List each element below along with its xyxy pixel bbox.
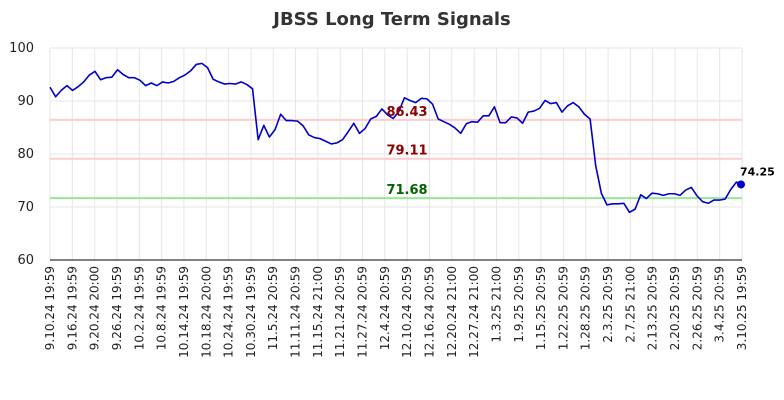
y-tick-label: 100 [9,41,34,56]
last-price-label: 74.25 [740,165,775,178]
x-tick-label: 11.15.24 21:00 [311,266,325,358]
y-tick-label: 60 [17,253,34,268]
x-tick-label: 9.26.24 19:59 [110,266,124,350]
x-tick-label: 1.3.25 21:00 [489,266,503,343]
x-tick-label: 10.14.24 19:59 [177,266,191,358]
y-tick-label: 90 [17,94,34,109]
x-tick-label: 2.7.25 21:00 [623,266,637,343]
x-tick-label: 1.22.25 20:59 [556,266,570,350]
series-layer [49,62,745,214]
axes: 60 70 80 90 100 9.10.24 19:59 9.16.24 19:59 9.2… [9,41,749,358]
x-tick-label: 11.27.24 20:59 [356,266,370,358]
x-tick-label: 2.26.25 20:59 [690,266,704,350]
signal-lines [50,118,742,200]
x-tick-label: 9.16.24 19:59 [65,266,79,350]
x-tick-label: 10.30.24 19:59 [244,266,258,358]
x-tick-label: 11.11.24 20:59 [289,266,303,358]
x-tick-label: 12.4.24 20:59 [378,266,392,350]
x-tick-label: 2.3.25 20:59 [601,266,615,343]
labels: 86.43 79.11 71.68 74.25 [386,105,774,198]
x-tick-label: 12.27.24 21:00 [467,266,481,358]
x-tick-label: 10.18.24 20:00 [199,266,213,358]
x-tick-label: 12.16.24 20:59 [422,266,436,358]
last-price-marker [737,180,745,189]
x-tick-label: 10.2.24 19:59 [132,266,146,350]
grid [49,47,743,261]
x-tick-label: 12.10.24 20:59 [400,266,414,358]
x-tick-label: 1.28.25 20:59 [579,266,593,350]
x-tick-label: 2.20.25 20:59 [668,266,682,350]
x-tick-label: 3.4.25 20:59 [713,266,727,343]
x-tick-label: 3.10.25 19:59 [735,266,749,350]
x-tick-label: 1.15.25 20:59 [534,266,548,350]
x-tick-label: 12.20.24 21:00 [445,266,459,358]
x-tick-label: 9.10.24 19:59 [43,266,57,350]
y-tick-label: 70 [17,200,34,215]
chart-title: JBSS Long Term Signals [271,9,510,30]
signal-line-label: 79.11 [386,144,427,159]
x-tick-label: 10.8.24 19:59 [155,266,169,350]
price-line [49,62,743,214]
x-tick-label: 9.20.24 20:00 [88,266,102,350]
signal-line-label: 71.68 [386,183,427,198]
x-tick-label: 11.21.24 20:59 [333,266,347,358]
signal-line-label: 86.43 [386,105,427,120]
x-tick-label: 10.24.24 19:59 [222,266,236,358]
x-tick-label: 2.13.25 20:59 [646,266,660,350]
x-tick-label: 11.5.24 20:59 [266,266,280,350]
x-tick-label: 1.9.25 20:59 [512,266,526,343]
y-tick-label: 80 [17,147,34,162]
